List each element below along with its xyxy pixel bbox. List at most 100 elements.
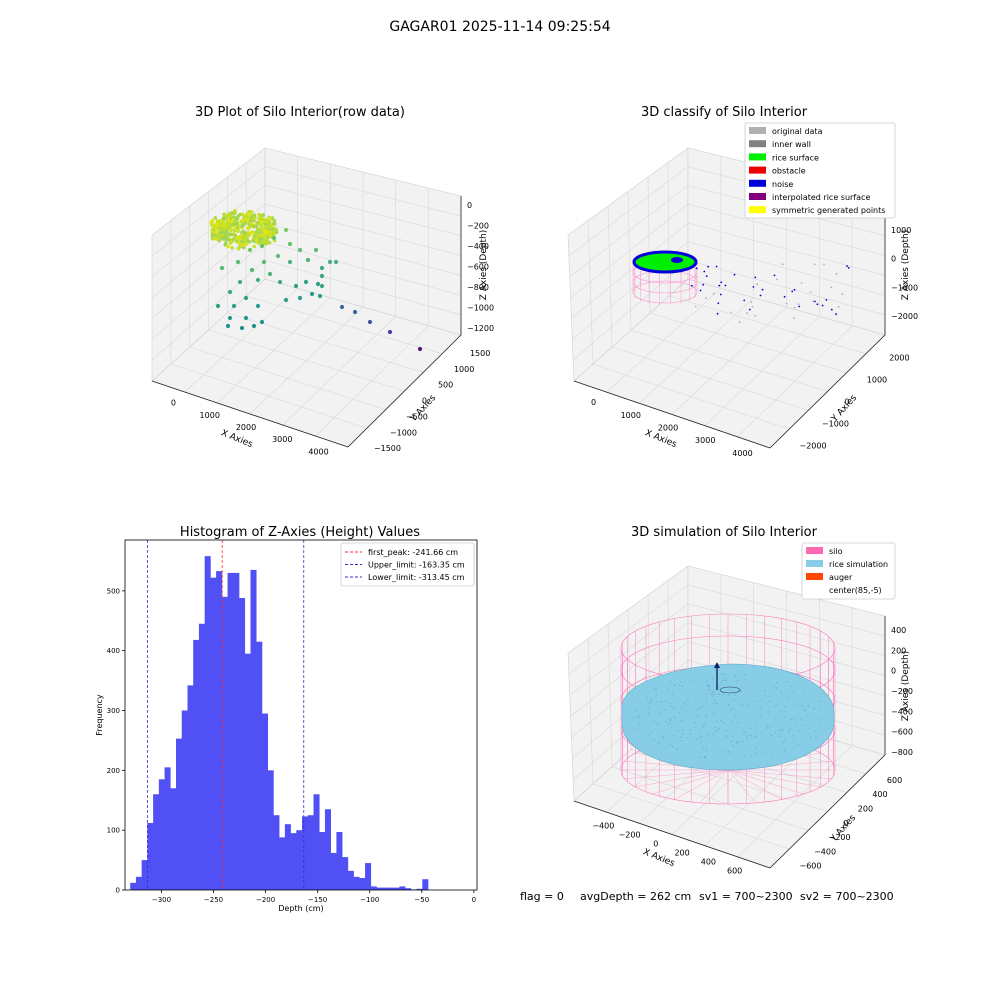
simulation-rice-point — [653, 720, 655, 722]
classify-noise-point — [733, 273, 736, 276]
raw-data-point — [257, 213, 262, 217]
classify-noise-point — [717, 302, 720, 305]
simulation-rice-point — [705, 715, 707, 717]
simulation-rice-point — [724, 693, 726, 695]
simulation-rice-point — [803, 709, 805, 711]
raw-data-point — [267, 231, 272, 235]
histogram-bar — [210, 577, 217, 890]
simulation-rice-point — [815, 736, 817, 738]
simulation-rice-point — [712, 733, 714, 735]
simulation-rice-point — [770, 753, 773, 755]
histogram-bar — [405, 888, 412, 890]
classify-noise-point — [705, 275, 708, 277]
raw-z-tick-label: −1000 — [467, 304, 494, 313]
raw-x-tick-label: 1000 — [200, 411, 220, 420]
histogram-bar — [273, 815, 280, 890]
simulation-rice-point — [797, 744, 799, 746]
simulation-rice-point — [792, 735, 795, 737]
status-sv1: sv1 = 700~2300 — [699, 890, 793, 903]
simulation-rice-point — [653, 739, 655, 742]
classify-noise-point — [751, 305, 754, 308]
raw-data-point — [262, 233, 266, 238]
raw-data-point — [275, 253, 281, 259]
classify-noise-point — [821, 304, 824, 307]
simulation-z-tick-label: −800 — [891, 748, 913, 757]
classify-noise-cluster — [671, 257, 683, 263]
simulation-rice-point — [706, 702, 708, 704]
simulation-rice-point — [802, 692, 804, 694]
simulation-grid-line — [607, 623, 613, 767]
simulation-rice-point — [726, 729, 728, 732]
raw-data-point — [333, 259, 339, 265]
simulation-rice-point — [809, 736, 811, 738]
simulation-rice-point — [696, 738, 698, 740]
simulation-rice-point — [789, 727, 792, 729]
histogram-bar — [176, 738, 183, 890]
classify-legend-swatch — [749, 179, 766, 187]
classify-noise-point — [695, 276, 698, 278]
simulation-rice-point — [733, 699, 735, 702]
status-sv2: sv2 = 700~2300 — [800, 890, 894, 903]
simulation-rice-point — [713, 712, 715, 714]
simulation-rice-point — [648, 712, 650, 714]
simulation-rice-point — [670, 705, 673, 708]
classify-noise-point — [776, 278, 778, 281]
raw-data-point — [249, 218, 253, 223]
simulation-rice-point — [701, 735, 703, 738]
raw-data-point — [228, 241, 233, 245]
histogram-bar — [164, 767, 171, 890]
histogram-bar — [135, 876, 142, 890]
classify-noise-point — [694, 305, 697, 308]
raw-data-point — [319, 273, 325, 279]
classify-noise-point — [746, 312, 748, 315]
simulation-rice-point — [761, 740, 764, 742]
histogram-bar — [204, 556, 211, 890]
simulation-rice-point — [729, 752, 731, 754]
simulation-rice-point — [743, 730, 745, 732]
classify-noise-point — [699, 289, 702, 292]
raw-data-point — [297, 247, 303, 253]
histogram-x-tick-label: −300 — [152, 896, 171, 904]
raw-data-point — [271, 235, 277, 241]
simulation-rice-point — [746, 738, 748, 740]
simulation-silo-spoke — [700, 769, 729, 803]
simulation-rice-point — [735, 742, 738, 745]
simulation-rice-point — [775, 687, 778, 689]
raw-data-point — [339, 304, 345, 310]
simulation-rice-point — [751, 755, 753, 757]
histogram-bar — [342, 857, 349, 890]
raw-data-point — [258, 237, 263, 241]
simulation-rice-point — [766, 753, 768, 755]
simulation-rice-point — [712, 690, 714, 693]
simulation-rice-point — [661, 737, 663, 739]
histogram-y-tick-label: 0 — [116, 887, 120, 895]
simulation-rice-point — [774, 705, 776, 707]
classify-noise-point — [783, 295, 786, 298]
simulation-rice-point — [682, 729, 684, 731]
simulation-rice-point — [716, 702, 718, 705]
simulation-rice-point — [734, 694, 737, 696]
simulation-rice-point — [730, 741, 732, 743]
simulation-rice-point — [699, 707, 702, 709]
raw-data-point — [222, 235, 226, 240]
classify-z-tick-label: −1000 — [891, 283, 918, 292]
histogram-bar — [324, 809, 331, 890]
simulation-rice-point — [665, 738, 667, 740]
classify-noise-point — [812, 300, 815, 303]
histogram-x-axis-label: Depth (cm) — [278, 904, 323, 913]
simulation-rice-point — [795, 724, 797, 726]
raw-data-point — [297, 295, 303, 301]
simulation-rice-point — [808, 733, 810, 735]
simulation-rice-point — [733, 674, 736, 676]
histogram-bar — [244, 653, 251, 890]
raw-y-tick-label: 500 — [438, 381, 453, 390]
simulation-rice-point — [676, 748, 679, 750]
histogram-x-tick-label: −50 — [414, 896, 429, 904]
simulation-rice-point — [770, 734, 773, 736]
simulation-rice-point — [761, 752, 764, 754]
histogram-y-tick-label: 500 — [107, 587, 120, 595]
raw-data-point — [244, 217, 248, 221]
classify-noise-point — [690, 284, 693, 287]
simulation-3d-plot: 3D simulation of Silo Interior −400 −200 0… — [567, 525, 913, 875]
simulation-rice-point — [647, 692, 649, 695]
